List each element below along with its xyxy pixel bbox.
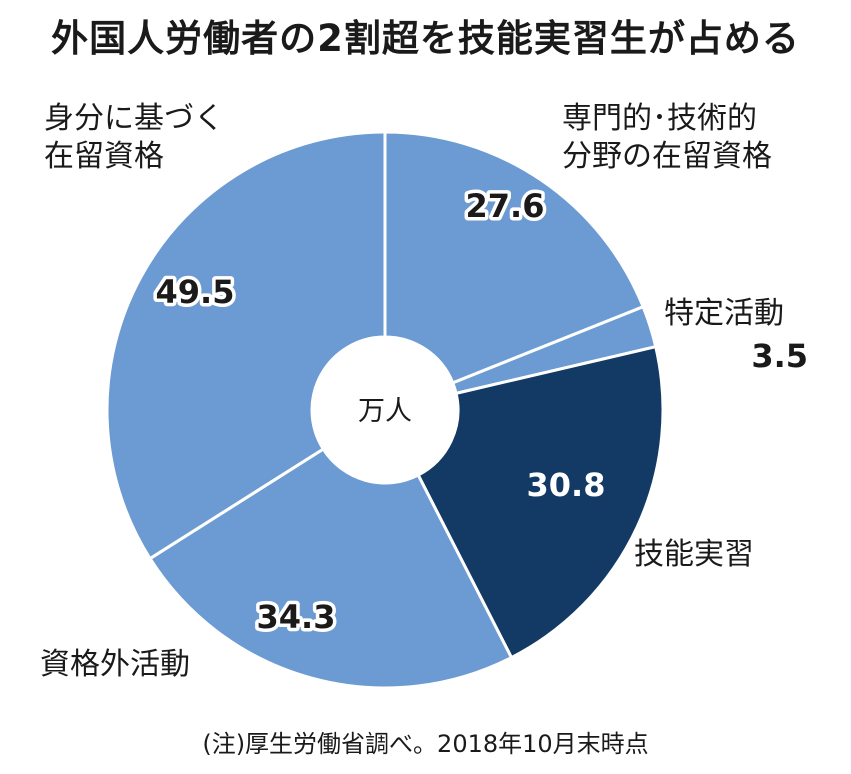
slice-value-2: 3.5 bbox=[751, 337, 808, 375]
slice-label-1: 専門的･技術的分野の在留資格 bbox=[562, 101, 772, 174]
chart-title: 外国人労働者の2割超を技能実習生が占める bbox=[51, 17, 800, 60]
slice-label-5: 身分に基づく在留資格 bbox=[44, 101, 224, 174]
slice-label-4: 資格外活動 bbox=[40, 647, 190, 682]
center-hole bbox=[312, 337, 458, 483]
source-note: (注)厚生労働省調べ。2018年10月末時点 bbox=[202, 730, 649, 758]
center-unit-label: 万人 bbox=[358, 396, 412, 427]
slice-value-3: 30.8 bbox=[527, 466, 606, 504]
slice-label-3: 技能実習 bbox=[634, 537, 754, 572]
slice-label-2: 特定活動 bbox=[664, 296, 784, 331]
slice-value-5: 49.5 bbox=[156, 273, 235, 311]
slice-value-1: 27.6 bbox=[466, 187, 545, 225]
slice-value-4: 34.3 bbox=[257, 598, 336, 636]
